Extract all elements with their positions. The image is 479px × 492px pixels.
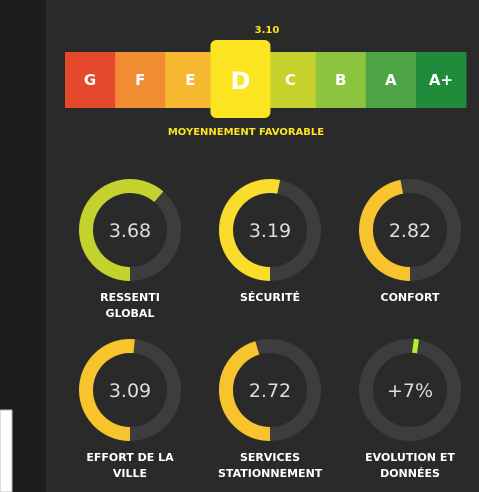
grade-letter: E — [185, 71, 195, 89]
grade-cell — [415, 52, 467, 108]
grade-cell — [115, 52, 166, 108]
gauge-track — [359, 339, 461, 441]
gauge-label: CONFORT — [380, 291, 440, 304]
verdict: MOYENNEMENT FAVORABLE — [168, 127, 324, 138]
gauge-label: SÉCURITÉ — [239, 291, 301, 304]
grade-cell — [365, 52, 417, 108]
grade-letter: F — [135, 71, 145, 89]
grade-letter: G — [84, 71, 96, 89]
gauge-value: 3.19 — [249, 220, 291, 242]
grade-cell — [265, 52, 317, 108]
grade-letter: D — [230, 67, 250, 95]
gauge-label: RESSENTI GLOBAL — [100, 291, 160, 320]
gauge-label: EFFORT DE LA VILLE — [86, 451, 174, 480]
gauge-value: +7% — [387, 380, 433, 402]
gauge-label: EVOLUTION ET DONNÉES — [365, 451, 455, 480]
grade-cell — [65, 52, 116, 108]
grade-letter: A+ — [429, 71, 453, 89]
side-box — [0, 409, 13, 492]
score: 3.10 — [255, 25, 280, 36]
gauge-arc — [79, 339, 135, 441]
gauge-arc — [359, 179, 411, 281]
gauge-arc — [219, 179, 281, 281]
grade-letter: B — [335, 71, 346, 89]
gauge-value: 3.09 — [109, 380, 151, 402]
grade-letter: A — [385, 71, 397, 89]
gauge-arc — [219, 341, 271, 441]
grade-letter: C — [285, 71, 296, 89]
evolution-tick — [412, 338, 419, 354]
gauge-arc — [79, 179, 164, 281]
gauge-value: 2.72 — [249, 380, 291, 402]
grade-selected — [210, 40, 271, 118]
grade-cell — [315, 52, 367, 108]
gauge-label: SERVICES STATIONNEMENT — [218, 451, 323, 480]
grade-cell — [165, 52, 216, 108]
gauge-value: 2.82 — [389, 220, 431, 242]
gauge-value: 3.68 — [109, 220, 151, 242]
